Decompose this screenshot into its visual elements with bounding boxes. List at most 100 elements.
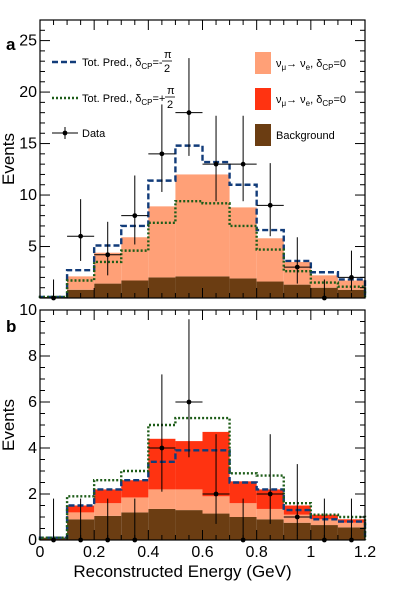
y-tick-label: 15 (19, 136, 37, 153)
legend-frac-num: π (164, 49, 172, 61)
legend-text-part: → ν (286, 94, 306, 106)
panel-b: 0 2 4 6 8 10 0 0.2 0.4 0.6 0.8 1 1.2 Reconstructed En… (0, 302, 376, 581)
y-tick-label: 8 (28, 348, 37, 365)
legend-text-part: CP (141, 62, 152, 71)
data-point-2 (94, 221, 122, 276)
data-marker (213, 161, 219, 167)
x-tick-label: 0.8 (246, 544, 268, 561)
panel-label: b (6, 317, 16, 336)
data-point-5 (175, 58, 203, 156)
bar-nue_appearance-3 (121, 480, 149, 498)
x-tick-label: 0.6 (191, 544, 213, 561)
legend-label-plus: Tot. Pred., δCP=+ (82, 93, 165, 107)
bar-numu_nue-7 (229, 207, 257, 279)
data-point-3 (121, 175, 149, 245)
bar-background-2 (94, 283, 122, 298)
legend-text-part: =+ (152, 93, 165, 105)
legend-label-nue: νμ→ νe, δCP=0 (276, 94, 346, 108)
data-point-8 (256, 434, 284, 524)
x-tick-label: 1 (306, 544, 315, 561)
data-marker (213, 491, 219, 497)
legend-text-part: =- (152, 57, 162, 69)
legend-frac-den: 2 (167, 99, 173, 111)
data-point-6 (202, 115, 230, 202)
legend-text-part: CP (322, 63, 333, 72)
bar-background-6 (202, 276, 230, 298)
x-tick-label: 0.4 (137, 544, 159, 561)
data-marker (186, 399, 192, 405)
legend-text-part: =0 (334, 58, 347, 70)
y-tick-label: 25 (19, 33, 37, 50)
y-axis-label: Events (0, 399, 18, 451)
y-tick-label: 10 (19, 187, 37, 204)
bar-numu_nue-8 (256, 238, 284, 282)
bar-background-4 (148, 508, 176, 540)
legend-text-part: =0 (334, 94, 347, 106)
y-tick-label: 0 (28, 532, 37, 549)
data-point-1 (67, 199, 95, 261)
legend-label-minus: Tot. Pred., δCP=- (82, 57, 163, 71)
legend-swatch-background (255, 124, 271, 146)
bar-background-4 (148, 277, 176, 298)
legend-text-part: CP (322, 99, 333, 108)
data-marker (294, 264, 300, 270)
legend-text-part: Tot. Pred., δ (82, 57, 141, 69)
x-tick-label: 1.2 (354, 544, 376, 561)
x-axis-label: Reconstructed Energy (GeV) (73, 562, 291, 581)
data-marker (78, 233, 84, 239)
legend-text-part: , δ (310, 94, 322, 106)
data-point-7 (229, 115, 257, 202)
legend-label-data: Data (82, 128, 106, 140)
data-marker (159, 445, 165, 451)
data-marker (105, 252, 111, 258)
x-tick-label: 0.2 (83, 544, 105, 561)
data-marker (267, 202, 273, 208)
y-tick-label: 4 (28, 440, 37, 457)
series-line-plus_half_pi (38, 200, 367, 299)
y-tick-label: 5 (28, 239, 37, 256)
data-point-5 (175, 319, 203, 458)
data-marker (349, 275, 354, 280)
bar-numu_nue-1 (67, 276, 95, 290)
y-tick-label: 20 (19, 84, 37, 101)
panel-label: a (6, 35, 16, 54)
bar-numu_nue-4 (148, 206, 176, 278)
bar-background-8 (256, 519, 284, 540)
data-point-4 (148, 374, 176, 492)
data-point-8 (256, 163, 284, 237)
legend-swatch-nue (255, 88, 271, 110)
bar-background-5 (175, 276, 203, 298)
series-line-minus_half_pi (38, 144, 367, 299)
x-tick-label: 0 (36, 544, 45, 561)
legend-text-part: μ (282, 63, 287, 72)
legend-label-background: Background (276, 130, 335, 142)
y-tick-label: 6 (28, 394, 37, 411)
panel-a: 5 10 15 20 25 Events a (0, 19, 367, 301)
data-marker (267, 491, 273, 497)
legend-text-part: CP (141, 98, 152, 107)
data-point-9 (283, 464, 311, 536)
data-point-6 (202, 434, 230, 524)
bar-background-7 (229, 278, 257, 298)
legend-text-part: → ν (286, 58, 306, 70)
legend-text-part: ν (276, 94, 282, 106)
data-marker (240, 161, 246, 167)
legend-text-part: Tot. Pred., δ (82, 93, 141, 105)
data-marker (294, 514, 300, 520)
legend-swatch-data-marker (62, 130, 68, 136)
legend-swatch-numu (255, 52, 271, 74)
legend-frac-num: π (167, 85, 175, 97)
bar-background-8 (256, 281, 284, 298)
data-marker (186, 110, 192, 116)
series-line-plus_half_pi (38, 416, 367, 540)
legend-frac-den: 2 (164, 63, 170, 75)
legend-text-part: e (306, 99, 311, 108)
data-marker (132, 213, 138, 219)
bar-numu_nue-5 (175, 489, 203, 511)
bar-background-3 (121, 280, 149, 298)
legend-text-part: e (306, 63, 311, 72)
data-marker (159, 151, 165, 157)
legend-label-numu: νμ→ νe, δCP=0 (276, 58, 346, 72)
